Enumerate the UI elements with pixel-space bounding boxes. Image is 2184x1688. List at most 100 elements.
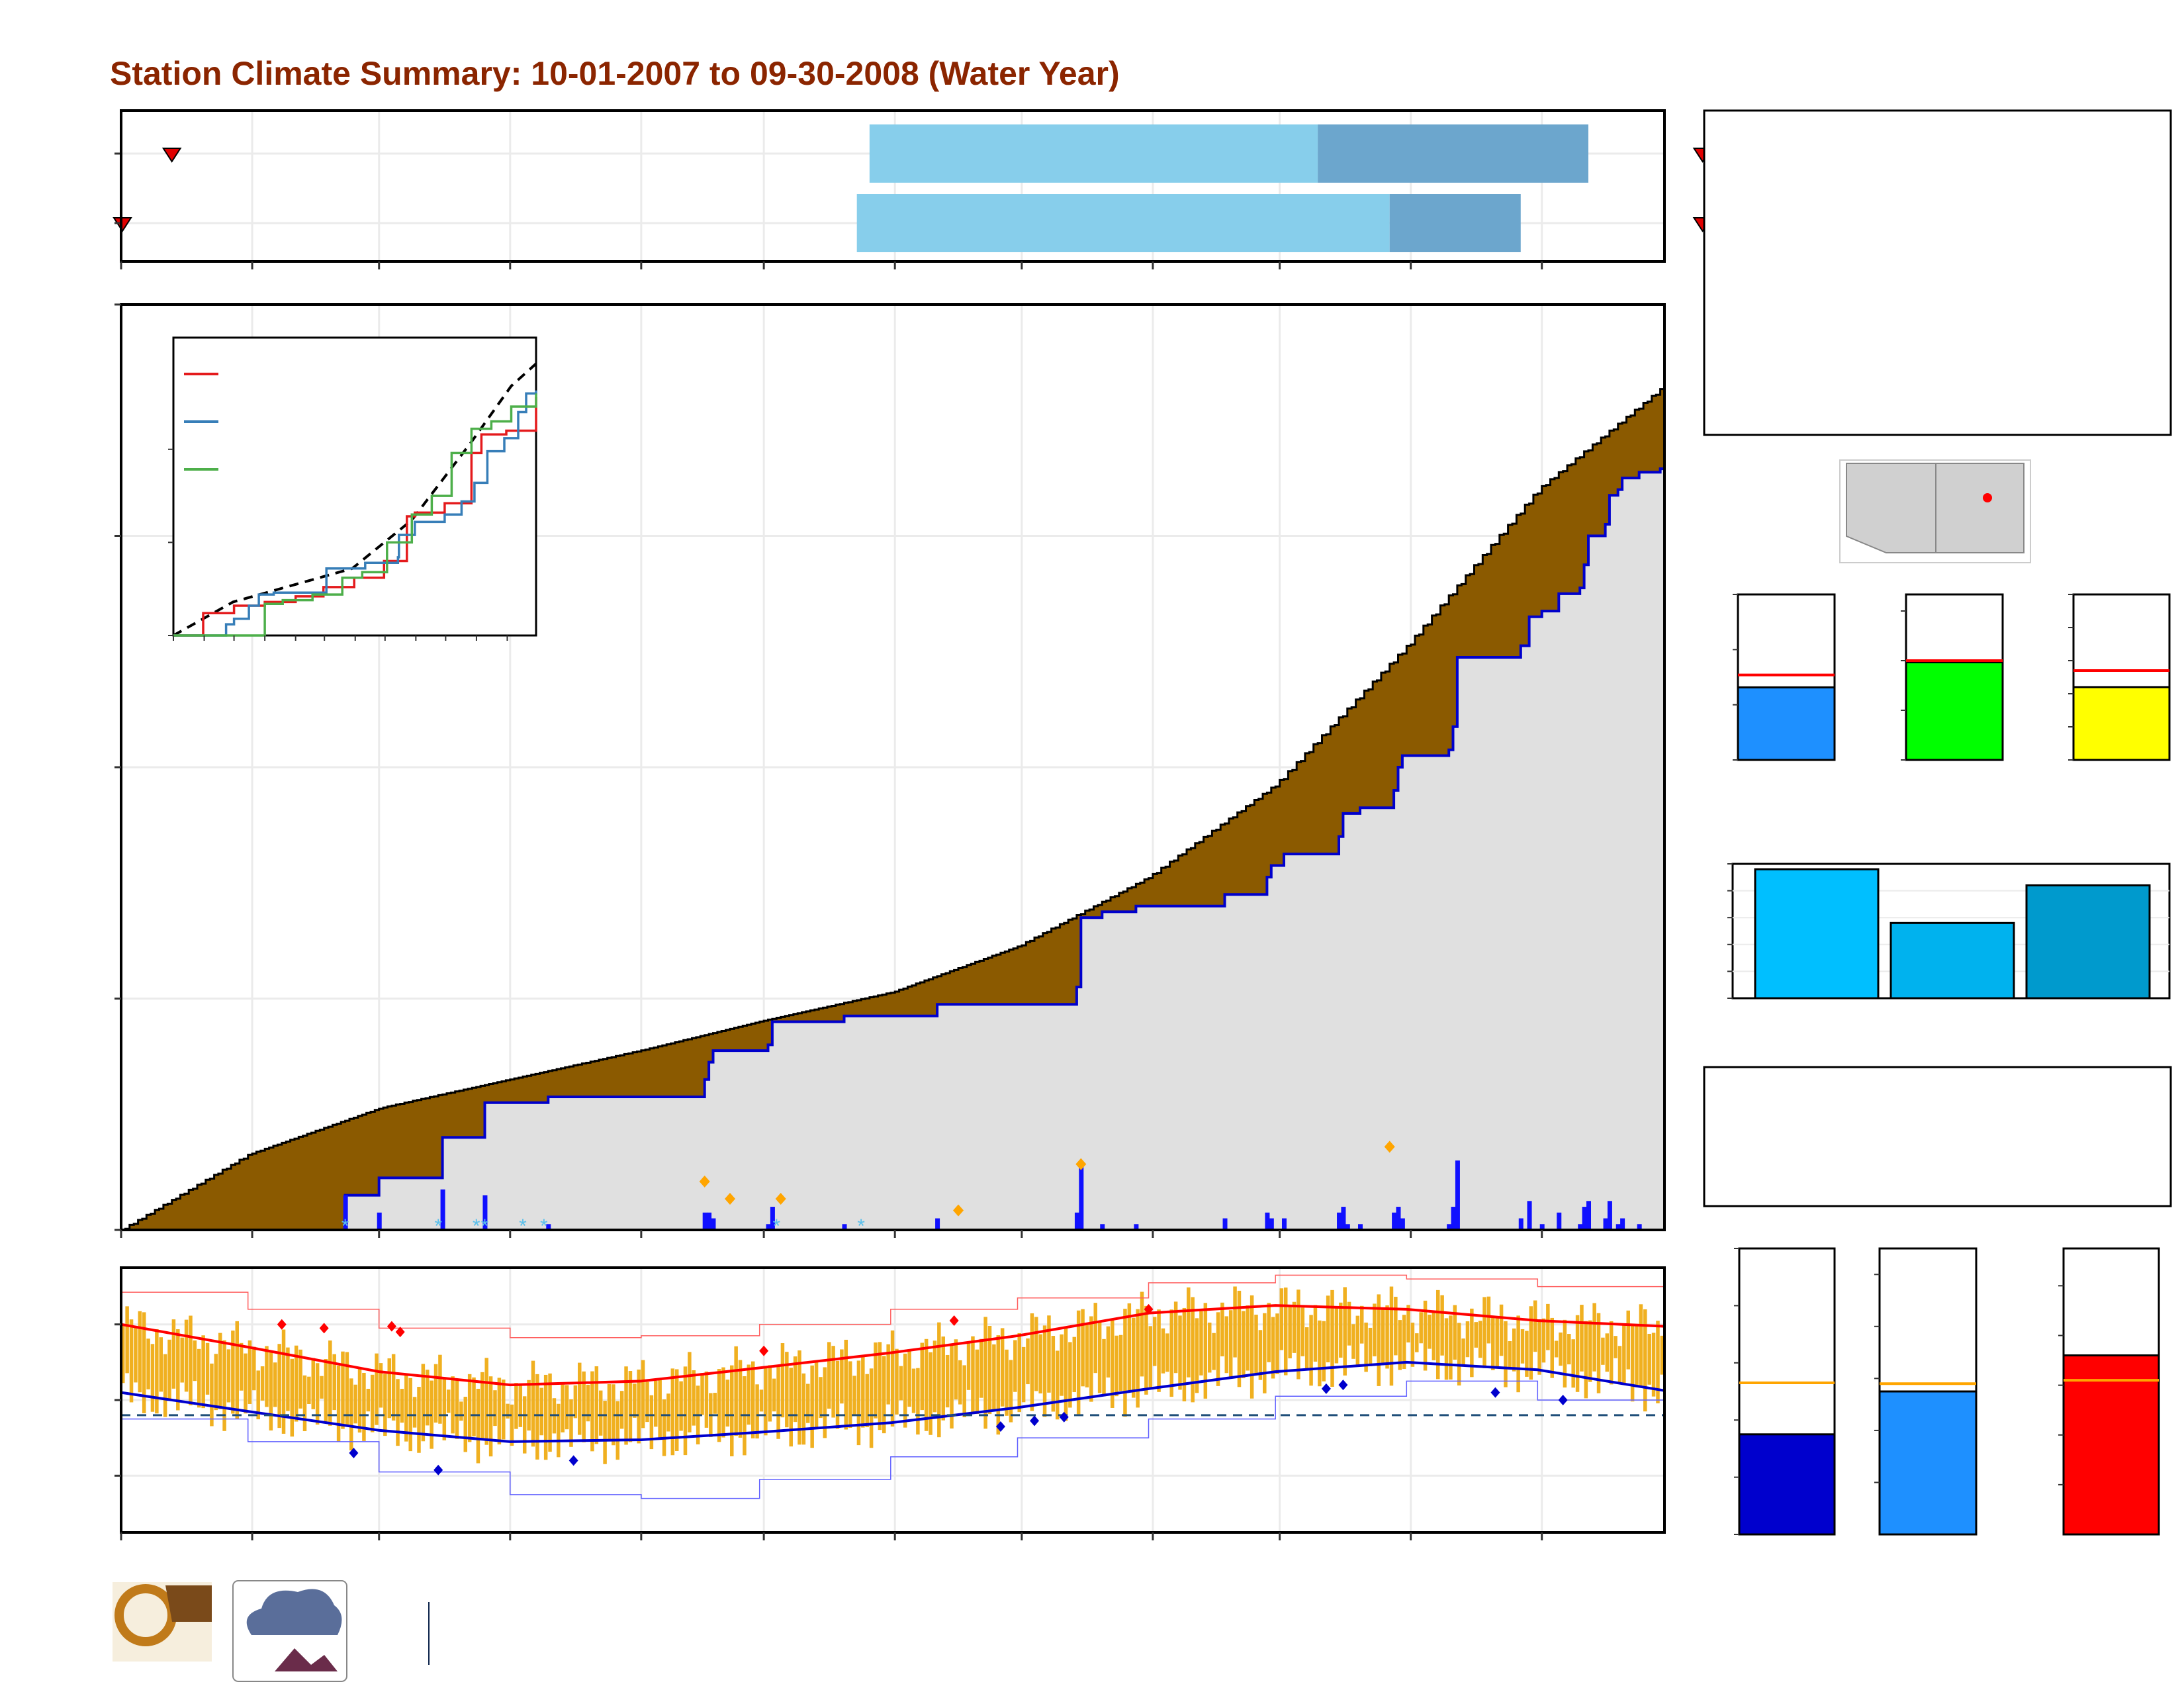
daily-temp-range-bar <box>899 1366 903 1401</box>
daily-temp-range-bar <box>1165 1333 1169 1372</box>
daily-precip-bar <box>1265 1212 1270 1230</box>
page-title: Station Climate Summary: 10-01-2007 to 0… <box>110 55 1120 92</box>
precip-total-bar <box>1737 686 1836 761</box>
daily-temp-range-bar <box>1554 1340 1559 1358</box>
daily-temp-range-bar <box>670 1368 675 1456</box>
csap-logo-cloud <box>246 1589 342 1635</box>
daily-temp-range-bar <box>920 1342 925 1411</box>
daily-precip-bar <box>1586 1201 1591 1230</box>
daily-temp-range-bar <box>1596 1313 1601 1393</box>
daily-temp-range-bar <box>941 1336 945 1421</box>
daily-temp-range-bar <box>1355 1315 1360 1367</box>
daily-temp-range-bar <box>1457 1323 1461 1385</box>
daily-temp-range-bar <box>1470 1308 1474 1378</box>
daily-temp-range-bar <box>404 1374 408 1442</box>
daily-precip-bar <box>711 1218 716 1230</box>
daily-temp-range-bar <box>578 1362 582 1435</box>
record-low-marker <box>1490 1387 1500 1398</box>
daily-temp-range-bar <box>1026 1338 1030 1385</box>
daily-temp-range-bar <box>624 1366 628 1445</box>
daily-temp-range-bar <box>155 1329 159 1414</box>
inset-series-line <box>173 390 537 637</box>
daily-temp-range-bar <box>1187 1287 1191 1378</box>
daily-precip-bar <box>377 1212 382 1230</box>
daily-temp-range-bar <box>1419 1312 1423 1344</box>
daily-temp-range-bar <box>561 1384 565 1432</box>
daily-temp-range-bar <box>987 1326 992 1415</box>
daily-temp-range-bar <box>1313 1305 1318 1362</box>
daily-temp-range-bar <box>780 1343 785 1418</box>
daily-temp-range-bar <box>1406 1305 1410 1343</box>
daily-temp-range-bar <box>201 1335 205 1409</box>
daily-temp-range-bar <box>1651 1333 1656 1397</box>
daily-temp-range-bar <box>463 1397 468 1452</box>
snow-marker: * <box>857 1215 865 1237</box>
daily-temp-range-bar <box>1444 1318 1449 1380</box>
daily-precip-bar <box>1357 1224 1363 1230</box>
record-low-marker <box>1558 1395 1568 1405</box>
record-high-marker <box>319 1323 329 1334</box>
daily-temp-range-bar <box>1292 1301 1297 1353</box>
timing-panel <box>113 109 1713 269</box>
daily-temp-range-bar <box>1516 1315 1520 1393</box>
daily-temp-range-bar <box>1626 1310 1630 1370</box>
daily-precip-bar <box>707 1212 712 1230</box>
dry-spells-border <box>1703 1066 2172 1207</box>
map-state-arizona <box>1846 463 1936 553</box>
daily-temp-range-bar <box>1563 1319 1567 1388</box>
daily-temp-range-bar <box>565 1385 569 1430</box>
daily-temp-range-bar <box>1042 1325 1047 1417</box>
precip-events-chart <box>1727 863 2171 1000</box>
daily-temp-range-bar <box>797 1350 801 1445</box>
daily-temp-range-bar <box>1453 1305 1457 1360</box>
daily-temp-range-bar <box>387 1358 392 1419</box>
daily-temp-range-bar <box>138 1311 142 1393</box>
daily-temp-range-bar <box>1178 1315 1182 1390</box>
timing-bar-dark <box>1318 124 1588 183</box>
daily-temp-range-bar <box>1191 1297 1195 1403</box>
daily-temp-range-bar <box>1330 1289 1334 1387</box>
record-high-marker <box>395 1327 405 1338</box>
daily-temp-range-bar <box>218 1333 222 1409</box>
temperature-panel <box>114 1266 1666 1540</box>
record-precip-marker <box>775 1193 786 1205</box>
daily-temp-range-bar <box>433 1364 438 1423</box>
timing-bar-light <box>869 124 1318 183</box>
daily-temp-range-bar <box>907 1349 911 1407</box>
daily-temp-range-bar <box>1584 1321 1588 1399</box>
daily-temp-range-bar <box>1656 1321 1660 1403</box>
daily-temp-range-bar <box>666 1393 670 1432</box>
daily-temp-range-bar <box>1140 1291 1144 1377</box>
daily-temp-range-bar <box>426 1370 430 1426</box>
daily-temp-range-bar <box>539 1387 544 1436</box>
daily-temp-range-bar <box>1013 1340 1017 1392</box>
daily-temp-range-bar <box>493 1390 497 1427</box>
daily-temp-range-bar <box>1127 1303 1132 1391</box>
daily-temp-range-bar <box>654 1380 658 1427</box>
daily-temp-range-bar <box>455 1380 459 1439</box>
daily-temp-range-bar <box>502 1380 506 1440</box>
daily-temp-range-bar <box>1359 1305 1364 1344</box>
timing-panel-border <box>120 109 1666 263</box>
daily-temp-range-bar <box>1647 1333 1651 1385</box>
timing-first-marker <box>161 148 182 163</box>
daily-temp-range-bar <box>725 1380 730 1427</box>
daily-temp-range-bar <box>1136 1309 1140 1408</box>
daily-temp-range-bar <box>446 1389 451 1413</box>
daily-temp-range-bar <box>1203 1303 1208 1399</box>
daily-temp-range-bar <box>768 1365 772 1422</box>
daily-temp-range-bar <box>979 1338 983 1398</box>
daily-temp-range-bar <box>1541 1318 1546 1363</box>
daily-temp-range-bar <box>1605 1333 1610 1372</box>
inset-series-line <box>173 393 537 637</box>
daily-temp-range-bar <box>674 1369 679 1451</box>
daily-temp-range-bar <box>336 1365 341 1442</box>
daily-temp-range-bar <box>1609 1321 1614 1385</box>
daily-temp-range-bar <box>1051 1336 1056 1412</box>
daily-temp-range-bar <box>1508 1341 1512 1370</box>
daily-temp-range-bar <box>916 1368 920 1435</box>
daily-temp-range-bar <box>569 1399 573 1447</box>
daily-temp-range-bar <box>1195 1318 1199 1393</box>
events-bar <box>1889 921 2015 1000</box>
daily-temp-range-bar <box>823 1367 827 1438</box>
